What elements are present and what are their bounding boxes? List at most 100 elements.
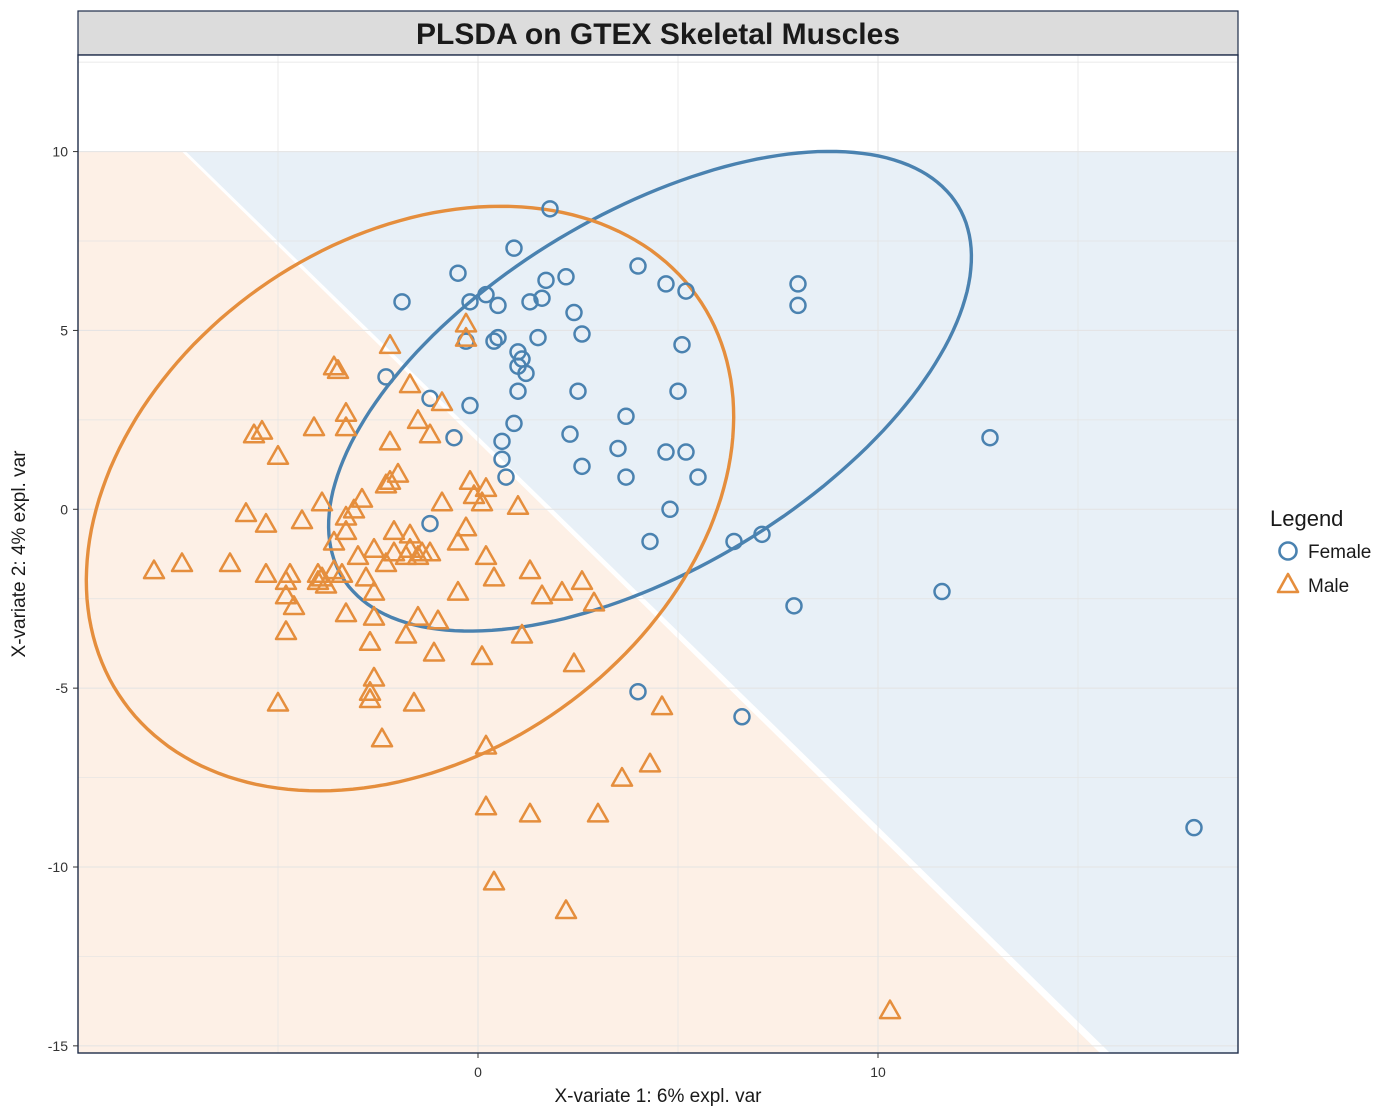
point-male bbox=[430, 491, 454, 512]
point-female bbox=[753, 525, 771, 544]
point-female bbox=[569, 382, 587, 400]
point-male bbox=[362, 537, 386, 558]
point-male bbox=[570, 570, 594, 591]
axis-ticks: 0 10 10 5 0 -5 -10 -15 bbox=[48, 144, 886, 1080]
point-male bbox=[586, 802, 610, 823]
point-male bbox=[422, 641, 446, 662]
point-male bbox=[530, 584, 554, 605]
point-male bbox=[562, 652, 586, 673]
legend-label-male: Male bbox=[1308, 576, 1349, 597]
point-female bbox=[981, 428, 999, 447]
point-male bbox=[398, 523, 422, 544]
point-male bbox=[446, 580, 470, 601]
y-tick-label: -15 bbox=[48, 1038, 68, 1054]
grid-lines bbox=[78, 55, 1238, 1053]
point-male bbox=[254, 512, 278, 533]
point-female bbox=[505, 414, 523, 433]
y-tick-label: -10 bbox=[48, 859, 68, 875]
point-female bbox=[617, 407, 635, 426]
point-male bbox=[362, 580, 386, 601]
point-male bbox=[274, 570, 298, 591]
point-female bbox=[449, 264, 467, 282]
point-female bbox=[541, 200, 559, 218]
point-female bbox=[657, 443, 675, 461]
y-tick-label: 10 bbox=[52, 144, 68, 160]
point-female bbox=[489, 328, 507, 347]
point-female bbox=[565, 303, 583, 322]
point-female bbox=[485, 332, 503, 350]
point-male bbox=[378, 430, 402, 451]
point-male bbox=[470, 645, 494, 666]
point-male bbox=[378, 333, 402, 355]
point-male bbox=[382, 519, 406, 541]
female-region bbox=[186, 151, 1238, 1053]
point-male bbox=[638, 752, 662, 773]
point-female bbox=[933, 582, 951, 601]
point-female bbox=[629, 257, 647, 275]
point-female bbox=[641, 532, 659, 551]
point-male bbox=[454, 516, 478, 537]
point-male bbox=[266, 691, 290, 712]
point-male bbox=[382, 541, 406, 562]
point-male bbox=[474, 545, 498, 566]
plot-panel-border bbox=[77, 54, 1239, 1054]
point-female bbox=[557, 268, 575, 286]
point-male bbox=[334, 416, 358, 437]
ellipse-male bbox=[84, 204, 736, 793]
point-male bbox=[474, 477, 498, 498]
point-male bbox=[358, 630, 382, 651]
legend-female-circle-marker bbox=[1278, 541, 1298, 561]
confidence-ellipses bbox=[84, 149, 974, 793]
point-male bbox=[474, 734, 498, 755]
point-male bbox=[358, 688, 382, 709]
point-male bbox=[322, 355, 346, 376]
point-male bbox=[394, 545, 418, 566]
point-male bbox=[378, 469, 402, 490]
point-female bbox=[789, 296, 807, 315]
point-male bbox=[374, 552, 398, 573]
point-female bbox=[445, 428, 463, 447]
point-male bbox=[242, 423, 266, 444]
point-male bbox=[346, 545, 370, 566]
point-male bbox=[454, 326, 478, 347]
point-male bbox=[322, 530, 346, 551]
point-female bbox=[493, 450, 511, 468]
point-female bbox=[657, 275, 675, 293]
point-male bbox=[218, 552, 242, 573]
point-male bbox=[418, 541, 442, 562]
point-female bbox=[505, 239, 523, 257]
point-male bbox=[314, 573, 338, 594]
point-male bbox=[306, 562, 330, 583]
data-points bbox=[142, 200, 1203, 1020]
point-female bbox=[1185, 818, 1203, 837]
point-female bbox=[489, 296, 507, 315]
point-female bbox=[537, 271, 555, 290]
point-male bbox=[470, 491, 494, 512]
point-male bbox=[878, 999, 902, 1020]
y-tick-label: -5 bbox=[56, 680, 69, 696]
point-male bbox=[458, 469, 482, 490]
point-male bbox=[358, 680, 382, 702]
point-male bbox=[310, 491, 334, 512]
point-female bbox=[477, 285, 495, 304]
point-female bbox=[725, 532, 743, 551]
point-female bbox=[461, 293, 479, 311]
point-female bbox=[673, 335, 691, 354]
point-female bbox=[677, 443, 695, 461]
y-tick-label: 5 bbox=[60, 322, 68, 338]
point-male bbox=[326, 359, 350, 380]
point-female bbox=[561, 425, 579, 443]
chart-title: PLSDA on GTEX Skeletal Muscles bbox=[416, 18, 900, 51]
x-tick-label: 10 bbox=[870, 1064, 886, 1080]
x-tick-label: 0 bbox=[474, 1064, 482, 1080]
point-male bbox=[394, 623, 418, 644]
legend-male-triangle-marker bbox=[1276, 572, 1300, 594]
point-male bbox=[406, 605, 430, 626]
point-male bbox=[418, 423, 442, 444]
point-female bbox=[689, 468, 707, 486]
point-male bbox=[474, 795, 498, 816]
point-female bbox=[669, 382, 687, 400]
point-male bbox=[610, 766, 634, 787]
point-male bbox=[510, 623, 534, 644]
